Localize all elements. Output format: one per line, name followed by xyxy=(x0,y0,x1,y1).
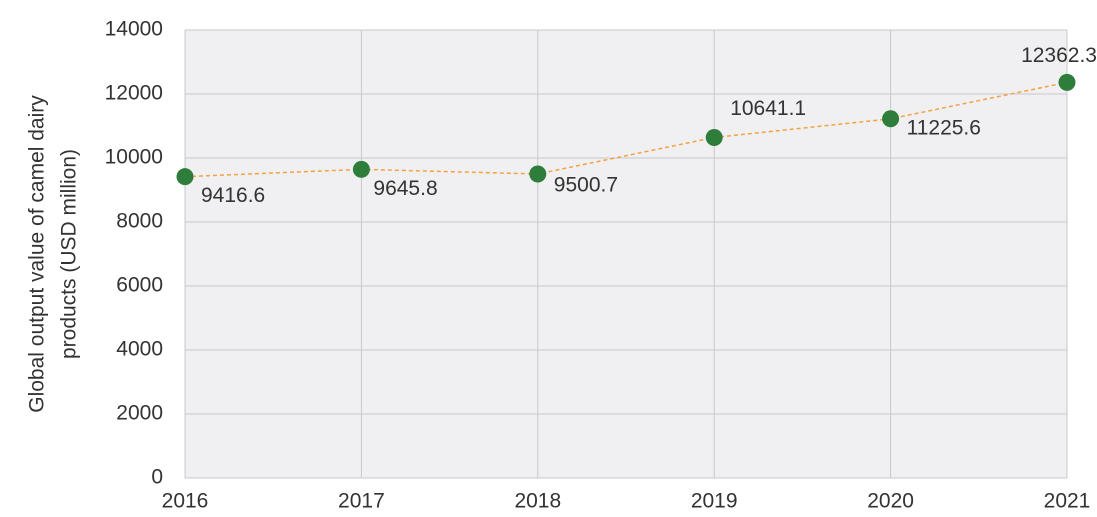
data-label: 10641.1 xyxy=(730,97,806,120)
y-tick-label: 2000 xyxy=(116,402,163,425)
y-axis-label: Global output value of camel dairy xyxy=(26,95,49,413)
y-tick-label: 10000 xyxy=(105,146,163,169)
y-axis-label: products (USD million) xyxy=(58,149,81,359)
y-tick-label: 6000 xyxy=(116,274,163,297)
marker xyxy=(529,165,547,183)
data-label: 9500.7 xyxy=(554,174,618,197)
x-tick-label: 2019 xyxy=(691,490,738,513)
data-label: 9416.6 xyxy=(201,184,265,207)
marker xyxy=(705,128,723,146)
y-tick-label: 12000 xyxy=(105,82,163,105)
data-label: 12362.3 xyxy=(1021,44,1097,67)
marker xyxy=(1058,73,1076,91)
data-label: 9645.8 xyxy=(373,177,437,200)
marker xyxy=(176,168,194,186)
x-tick-label: 2018 xyxy=(514,490,561,513)
data-label: 11225.6 xyxy=(907,116,981,139)
x-tick-label: 2017 xyxy=(338,490,385,513)
x-tick-label: 2021 xyxy=(1044,490,1091,513)
x-tick-label: 2016 xyxy=(162,490,209,513)
x-tick-label: 2020 xyxy=(867,490,914,513)
marker xyxy=(882,110,900,128)
y-tick-label: 4000 xyxy=(116,338,163,361)
y-tick-label: 14000 xyxy=(105,18,163,41)
plot-area xyxy=(185,30,1067,478)
y-tick-label: 8000 xyxy=(116,210,163,233)
line xyxy=(184,81,1068,178)
marker xyxy=(352,160,370,178)
y-tick-label: 0 xyxy=(151,466,163,489)
